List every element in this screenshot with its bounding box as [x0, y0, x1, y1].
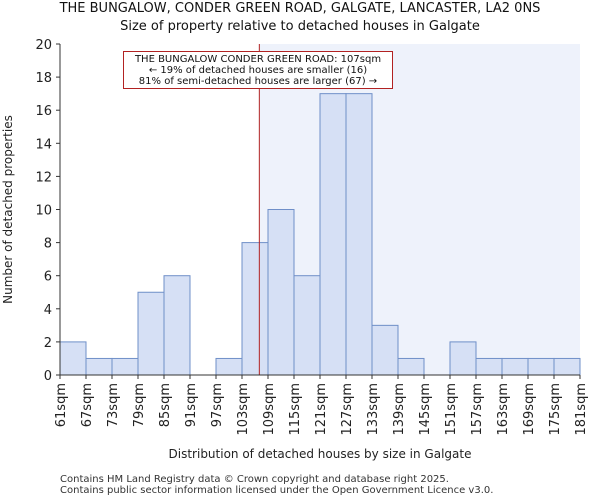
y-tick-label: 6: [44, 270, 52, 285]
bar-73sqm: [111, 357, 139, 376]
x-tick-label: 175sqm: [548, 383, 563, 436]
bar-157sqm: [475, 357, 503, 376]
bar-163sqm: [501, 357, 529, 376]
x-tick-label: 169sqm: [522, 383, 537, 436]
y-tick-label: 18: [35, 71, 52, 86]
x-tick-label: 121sqm: [314, 383, 329, 436]
x-tick-label: 85sqm: [158, 383, 173, 427]
x-tick-label: 181sqm: [574, 383, 589, 436]
bar-175sqm: [553, 357, 581, 376]
y-tick-label: 14: [35, 137, 52, 152]
bar-103sqm: [241, 242, 269, 376]
y-tick-label: 0: [44, 369, 52, 384]
bar-169sqm: [527, 357, 555, 376]
bar-133sqm: [371, 324, 399, 376]
chart-title: THE BUNGALOW, CONDER GREEN ROAD, GALGATE…: [59, 1, 541, 16]
x-tick-label: 61sqm: [54, 383, 69, 427]
x-tick-label: 151sqm: [444, 383, 459, 436]
footer-line-2: Contains public sector information licen…: [60, 485, 494, 496]
bar-139sqm: [397, 357, 425, 376]
bar-151sqm: [449, 341, 477, 376]
y-tick-label: 8: [44, 237, 52, 252]
x-tick-label: 133sqm: [366, 383, 381, 436]
bar-67sqm: [85, 357, 113, 376]
x-tick-label: 97sqm: [210, 383, 225, 427]
x-tick-label: 115sqm: [288, 383, 303, 436]
bar-115sqm: [293, 275, 321, 376]
x-tick-label: 103sqm: [236, 383, 251, 436]
y-axis-label: Number of detached properties: [1, 115, 15, 304]
x-tick-label: 67sqm: [80, 383, 95, 427]
y-tick-label: 12: [35, 170, 52, 185]
bar-97sqm: [215, 357, 243, 376]
annotation-line-3: 81% of semi-detached houses are larger (…: [138, 76, 378, 87]
footer-line-1: Contains HM Land Registry data © Crown c…: [60, 474, 449, 485]
x-tick-label: 79sqm: [132, 383, 147, 427]
y-tick-label: 10: [35, 204, 52, 219]
annotation-line-1: THE BUNGALOW CONDER GREEN ROAD: 107sqm: [134, 54, 382, 65]
x-tick-label: 163sqm: [496, 383, 511, 436]
bar-79sqm: [137, 291, 165, 376]
bar-109sqm: [267, 209, 295, 376]
x-tick-label: 157sqm: [470, 383, 485, 436]
y-tick-label: 16: [35, 104, 52, 119]
bar-127sqm: [345, 93, 373, 376]
x-tick-label: 145sqm: [418, 383, 433, 436]
annotation-line-2: ← 19% of detached houses are smaller (16…: [148, 65, 368, 76]
x-tick-label: 127sqm: [340, 383, 355, 436]
x-tick-label: 73sqm: [106, 383, 121, 427]
bar-85sqm: [163, 275, 191, 376]
annotation-box: THE BUNGALOW CONDER GREEN ROAD: 107sqm ←…: [123, 51, 393, 89]
x-tick-label: 139sqm: [392, 383, 407, 436]
x-axis-label: Distribution of detached houses by size …: [169, 447, 472, 461]
chart-subtitle: Size of property relative to detached ho…: [120, 19, 480, 34]
x-tick-label: 109sqm: [262, 383, 277, 436]
y-tick-label: 20: [35, 38, 52, 53]
x-tick-label: 91sqm: [184, 383, 199, 427]
y-tick-label: 4: [44, 303, 52, 318]
bar-61sqm: [59, 341, 87, 376]
bar-121sqm: [319, 93, 347, 376]
y-tick-label: 2: [44, 336, 52, 351]
